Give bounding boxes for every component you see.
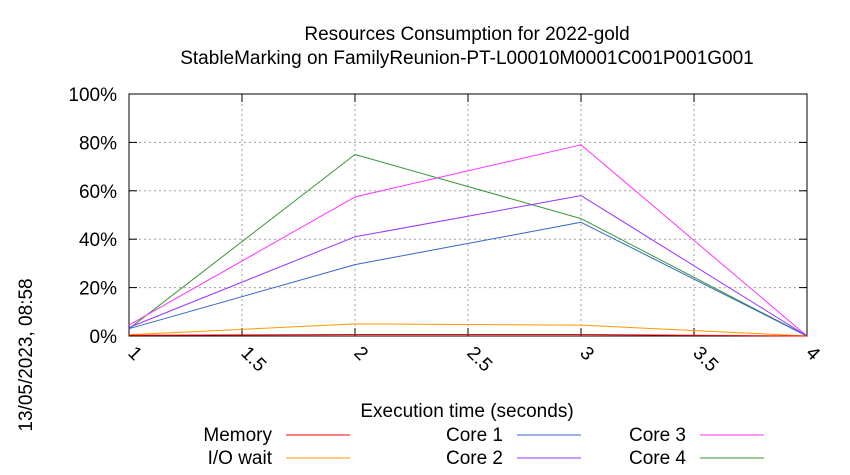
series-line-core-3 (128, 144, 808, 337)
x-axis: 1 1.5 2 2.5 3 3.5 4 (123, 94, 824, 376)
series-line-core-1 (128, 221, 808, 337)
series-line-memory (128, 334, 808, 337)
legend-label-i-o-wait: I/O wait (208, 448, 273, 469)
y-tick-label: 100% (68, 85, 117, 106)
x-tick-label: 1.5 (236, 343, 270, 377)
x-tick-label: 3 (575, 343, 597, 365)
series-line-core-4 (128, 154, 808, 337)
series-lines (128, 144, 808, 337)
y-tick-label: 80% (79, 133, 117, 154)
timestamp-label: 13/05/2023, 08:58 (16, 278, 37, 431)
y-axis: 0% 20% 40% 60% 80% 100% (68, 85, 807, 348)
series-line-i-o-wait (128, 323, 808, 337)
chart-title: Resources Consumption for 2022-gold (304, 24, 629, 45)
x-tick-label: 4 (801, 343, 824, 366)
legend-label-core-3: Core 3 (629, 425, 686, 446)
y-tick-label: 20% (79, 279, 117, 300)
y-tick-label: 0% (90, 327, 118, 348)
legend-label-memory: Memory (203, 425, 272, 446)
x-tick-label: 2.5 (462, 343, 496, 377)
x-tick-label: 2 (349, 343, 371, 365)
x-tick-label: 1 (123, 343, 145, 365)
legend-label-core-2: Core 2 (446, 448, 503, 469)
chart-subtitle: StableMarking on FamilyReunion-PT-L00010… (180, 48, 754, 69)
x-axis-label: Execution time (seconds) (360, 401, 573, 422)
legend-label-core-1: Core 1 (446, 425, 503, 446)
y-tick-label: 60% (79, 182, 117, 203)
x-tick-label: 3.5 (688, 343, 722, 377)
grid-lines (129, 94, 807, 336)
y-tick-label: 40% (79, 230, 117, 251)
series-line-core-2 (128, 195, 808, 337)
legend-label-core-4: Core 4 (629, 448, 686, 469)
